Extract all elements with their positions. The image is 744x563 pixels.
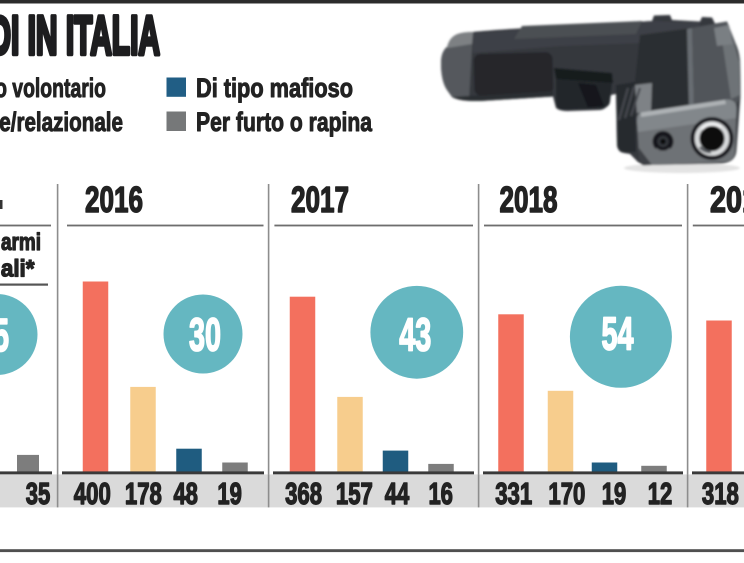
svg-text:54: 54 bbox=[602, 308, 634, 360]
svg-text:35: 35 bbox=[0, 309, 9, 361]
svg-text:Passionale/relazionale: Passionale/relazionale bbox=[0, 107, 123, 137]
svg-text:16: 16 bbox=[428, 477, 453, 511]
svg-text:legali*: legali* bbox=[0, 256, 35, 283]
svg-text:44: 44 bbox=[385, 477, 410, 511]
svg-text:400: 400 bbox=[74, 477, 111, 511]
svg-text:331: 331 bbox=[495, 477, 532, 511]
svg-text:2019: 2019 bbox=[710, 179, 744, 220]
svg-text:OMICIDI IN ITALIA: OMICIDI IN ITALIA bbox=[0, 4, 160, 66]
svg-text:Omicidio volontario: Omicidio volontario bbox=[0, 73, 106, 103]
svg-text:157: 157 bbox=[336, 477, 373, 511]
svg-text:2018: 2018 bbox=[500, 179, 558, 220]
svg-text:Per furto o rapina: Per furto o rapina bbox=[196, 107, 373, 137]
svg-text:318: 318 bbox=[702, 477, 739, 511]
svg-text:30: 30 bbox=[189, 309, 221, 361]
svg-text:43: 43 bbox=[399, 309, 431, 361]
svg-text:Di tipo mafioso: Di tipo mafioso bbox=[196, 73, 353, 103]
svg-text:2016: 2016 bbox=[85, 179, 143, 220]
svg-text:12: 12 bbox=[648, 477, 673, 511]
svg-text:19: 19 bbox=[602, 477, 627, 511]
svg-text:178: 178 bbox=[125, 477, 162, 511]
svg-text:170: 170 bbox=[548, 477, 585, 511]
svg-text:Con armi: Con armi bbox=[0, 229, 41, 256]
svg-text:48: 48 bbox=[173, 477, 198, 511]
svg-text:2017: 2017 bbox=[291, 179, 349, 220]
svg-text:35: 35 bbox=[26, 477, 51, 511]
svg-text:368: 368 bbox=[285, 477, 322, 511]
svg-text:19: 19 bbox=[217, 477, 242, 511]
